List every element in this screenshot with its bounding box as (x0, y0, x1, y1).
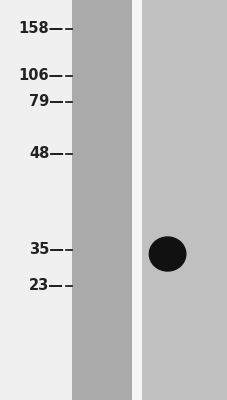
Text: 106—: 106— (19, 68, 64, 84)
Text: 48—: 48— (29, 146, 64, 162)
Text: 23—: 23— (29, 278, 64, 294)
Bar (142, 0, 227, 400)
Bar (132, 0, 142, 400)
Text: 158—: 158— (19, 21, 64, 36)
Text: 35—: 35— (29, 242, 64, 258)
Ellipse shape (149, 237, 185, 271)
Text: 79—: 79— (29, 94, 64, 110)
Bar (72, 0, 132, 400)
